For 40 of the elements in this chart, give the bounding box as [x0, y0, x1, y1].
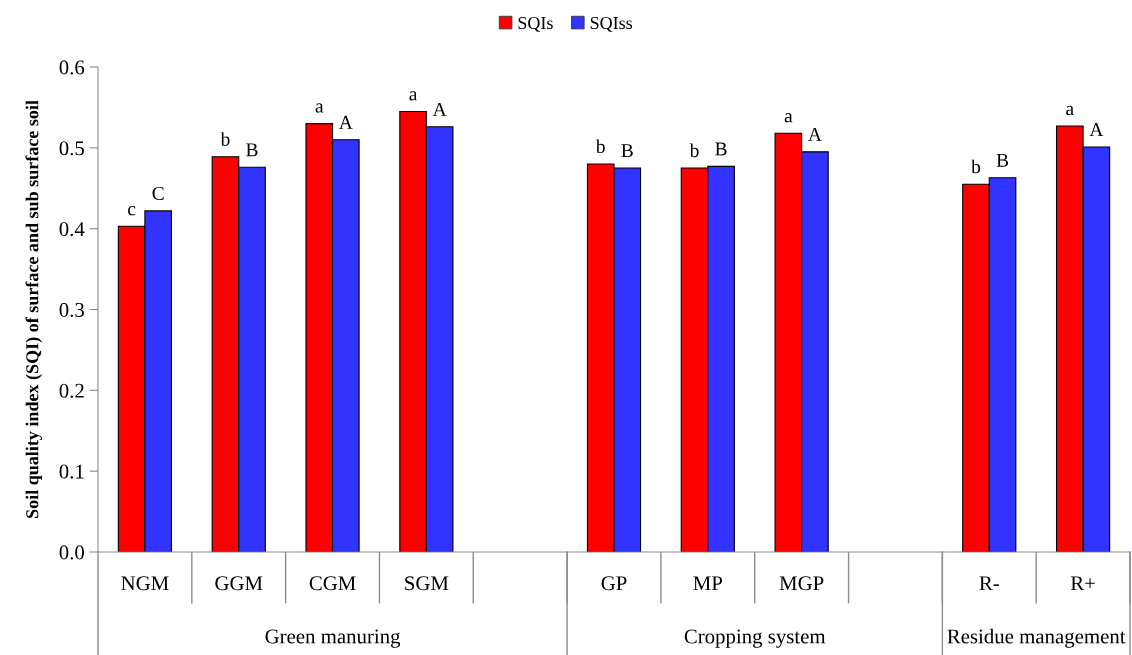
- data-label: A: [338, 115, 353, 129]
- x-tick-label: CGM: [309, 576, 356, 591]
- y-axis-title: Soil quality index (SQI) of surface and sub surface soil: [25, 100, 43, 518]
- y-tick-label: 0.6: [59, 60, 85, 75]
- data-label: B: [996, 153, 1009, 167]
- data-label: C: [152, 186, 164, 200]
- y-tick-label: 0.0: [59, 545, 85, 560]
- data-label: c: [128, 205, 136, 216]
- x-tick-label: GP: [601, 576, 627, 591]
- text: Green manuring: [265, 629, 401, 648]
- y-tick-label: 0.4: [59, 222, 85, 237]
- x-tick-label: SGM: [405, 576, 449, 591]
- y-tick-label: 0.1: [59, 464, 84, 479]
- y-tick-label: 0.5: [59, 141, 84, 156]
- y-tick-label: 0.2: [59, 383, 84, 398]
- data-label: a: [1066, 105, 1074, 116]
- legend-label: SQIss: [590, 16, 633, 32]
- x-tick-label: NGM: [121, 576, 169, 591]
- x-tick-label: MGP: [779, 576, 824, 591]
- x-tick-label: R+: [1070, 576, 1095, 591]
- text: Residue management: [947, 628, 1126, 648]
- data-label: B: [246, 143, 258, 157]
- data-label: a: [409, 91, 418, 101]
- data-label: B: [715, 142, 727, 156]
- text: Cropping system: [684, 629, 826, 648]
- data-label: A: [432, 102, 447, 116]
- data-label: A: [1089, 123, 1104, 136]
- data-label: b: [595, 139, 605, 154]
- x-tick-label: MP: [693, 576, 723, 591]
- x-tick-label: R-: [979, 576, 999, 591]
- data-label: a: [784, 113, 793, 123]
- legend-label: SQIs: [518, 16, 553, 32]
- data-label: B: [621, 144, 633, 158]
- x-tick-label: GGM: [215, 576, 263, 591]
- data-label: A: [808, 127, 822, 141]
- y-tick-label: 0.3: [59, 302, 84, 318]
- data-label: b: [689, 143, 699, 158]
- data-label: a: [315, 103, 324, 113]
- data-label: b: [971, 159, 981, 174]
- data-label: b: [220, 132, 230, 146]
